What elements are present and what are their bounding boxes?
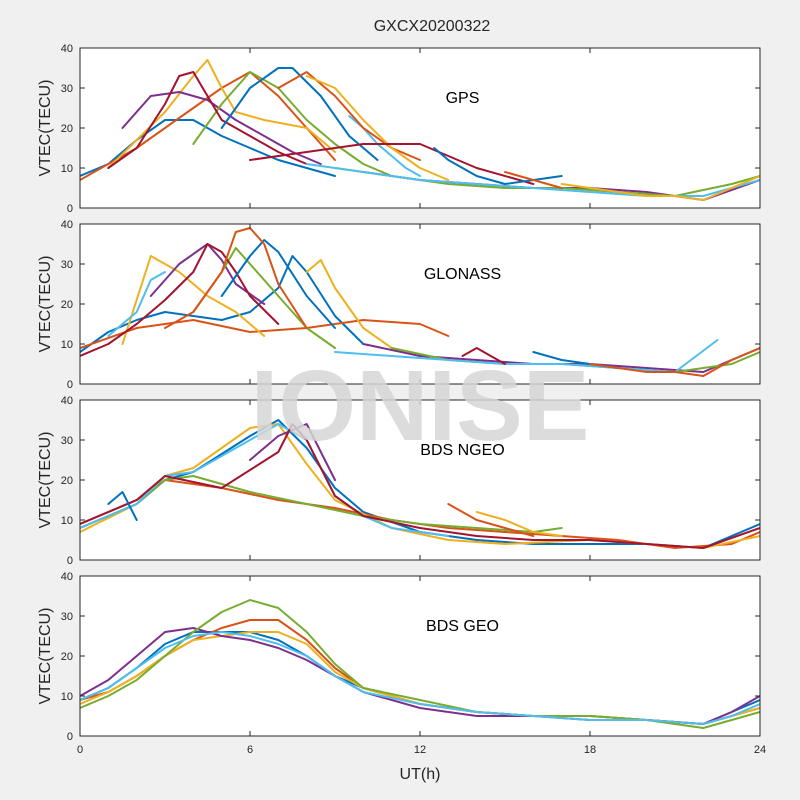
y-tick-label: 10 — [61, 163, 73, 175]
x-tick-label: 18 — [584, 744, 596, 756]
series-line — [305, 163, 760, 197]
x-tick-label: 12 — [414, 744, 426, 756]
y-tick-label: 30 — [61, 259, 73, 271]
series-line — [277, 71, 421, 161]
series-line — [305, 75, 450, 181]
panels: 0 10 20 30 40 VTEC(TECU) GPS 0 10 20 30 40 VTEC(TECU… — [37, 43, 766, 756]
x-tick-label: 0 — [77, 744, 83, 756]
panel-bds-geo: 0 10 20 30 40 0 6 12 18 24 VTEC(TECU) BDS GEO — [37, 571, 766, 756]
series-line — [80, 631, 760, 725]
panel-label: BDS NGEO — [420, 442, 504, 459]
watermark: IONISE — [251, 350, 590, 462]
series-line — [80, 71, 336, 181]
panel-gps: 0 10 20 30 40 VTEC(TECU) GPS — [37, 43, 761, 215]
series-line — [121, 255, 266, 345]
series-line — [80, 319, 450, 349]
series-line — [80, 475, 563, 533]
series-line — [433, 147, 563, 185]
x-tick-label: 24 — [754, 744, 766, 756]
y-tick-label: 10 — [61, 515, 73, 527]
panel-label: GLONASS — [424, 266, 501, 283]
series-line — [192, 71, 393, 177]
series-line — [80, 423, 450, 537]
series-line — [80, 419, 760, 549]
y-axis-label: VTEC(TECU) — [37, 256, 54, 353]
y-tick-label: 20 — [61, 651, 73, 663]
y-tick-label: 0 — [67, 203, 73, 215]
series-line — [121, 91, 322, 165]
y-axis-label: VTEC(TECU) — [37, 608, 54, 705]
series-lines — [80, 599, 760, 729]
series-line — [249, 143, 535, 185]
series-line — [80, 423, 760, 549]
y-tick-label: 30 — [61, 83, 73, 95]
figure-title: GXCX20200322 — [374, 18, 491, 35]
y-tick-label: 0 — [67, 555, 73, 567]
series-line — [589, 347, 760, 377]
series-line — [461, 347, 506, 365]
series-line — [149, 243, 266, 305]
y-tick-label: 40 — [61, 571, 73, 583]
y-tick-label: 40 — [61, 395, 73, 407]
series-line — [504, 171, 563, 189]
series-line — [80, 119, 336, 177]
series-line — [560, 175, 760, 201]
series-line — [107, 491, 138, 521]
panel-glonass: 0 10 20 30 40 VTEC(TECU) GLONASS — [37, 219, 761, 391]
x-tick-label: 6 — [247, 744, 253, 756]
panel-label: BDS GEO — [426, 618, 499, 635]
y-tick-label: 10 — [61, 691, 73, 703]
y-tick-label: 0 — [67, 731, 73, 743]
y-tick-label: 20 — [61, 299, 73, 311]
series-line — [80, 243, 280, 357]
y-tick-label: 30 — [61, 611, 73, 623]
x-axis-label: UT(h) — [400, 766, 441, 783]
series-line — [80, 255, 365, 353]
y-axis-label: VTEC(TECU) — [37, 432, 54, 529]
y-tick-label: 20 — [61, 123, 73, 135]
y-axis-label: VTEC(TECU) — [37, 80, 54, 177]
series-line — [475, 511, 563, 537]
series-line — [220, 239, 336, 329]
series-line — [249, 423, 336, 481]
y-tick-label: 40 — [61, 43, 73, 55]
axes-background — [80, 576, 760, 736]
series-line — [220, 67, 379, 161]
y-tick-label: 40 — [61, 219, 73, 231]
y-tick-label: 10 — [61, 339, 73, 351]
series-lines — [80, 419, 760, 549]
series-line — [447, 503, 535, 537]
series-line — [164, 227, 308, 329]
series-line — [107, 271, 166, 337]
y-tick-label: 0 — [67, 379, 73, 391]
y-tick-label: 20 — [61, 475, 73, 487]
panel-label: GPS — [446, 90, 480, 107]
series-lines — [80, 59, 760, 201]
axes-background — [80, 48, 760, 208]
series-lines — [80, 227, 760, 377]
panel-bds-ngeo: 0 10 20 30 40 VTEC(TECU) BDS NGEO — [37, 395, 761, 567]
y-tick-label: 30 — [61, 435, 73, 447]
series-line — [107, 71, 308, 169]
